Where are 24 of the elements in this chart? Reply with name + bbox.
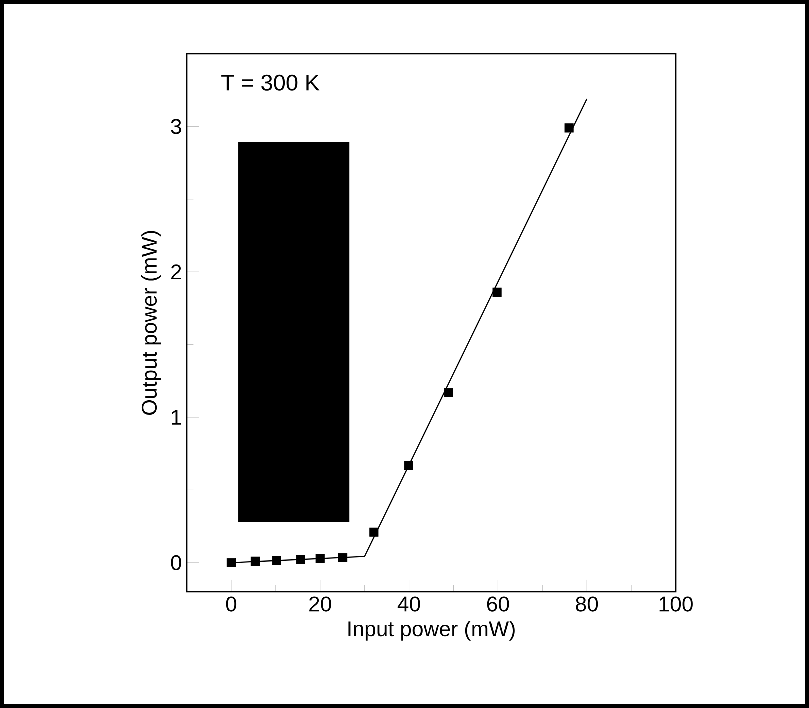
- x-axis-title: Input power (mW): [348, 620, 515, 641]
- point: [444, 388, 454, 398]
- point: [250, 556, 260, 566]
- y-axis-title: Output power (mW): [141, 231, 162, 416]
- point: [226, 558, 236, 568]
- point: [272, 556, 282, 566]
- annotation: T = 300 K: [222, 74, 320, 91]
- point: [370, 528, 379, 537]
- y-tick-label: 1: [172, 410, 182, 425]
- point: [338, 553, 348, 562]
- x-tick-label: 60: [487, 596, 510, 612]
- x-tick-label: 40: [398, 596, 420, 612]
- x-tick-label: 100: [660, 596, 693, 612]
- point: [296, 555, 306, 565]
- point: [404, 460, 414, 470]
- y-tick-label: 2: [171, 264, 182, 280]
- x-tick-label: 20: [310, 596, 332, 612]
- y-tick-label: 3: [171, 119, 182, 134]
- point: [564, 124, 574, 133]
- point: [316, 554, 325, 564]
- x-tick-label: 0: [226, 596, 237, 612]
- y-tick-label: 0: [171, 555, 182, 570]
- point: [492, 288, 502, 297]
- x-tick-label: 80: [576, 596, 598, 612]
